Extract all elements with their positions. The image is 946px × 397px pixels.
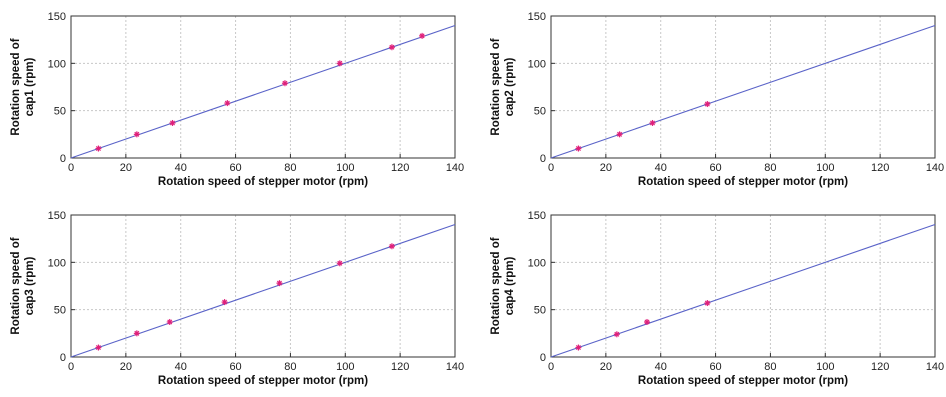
x-tick-label: 100 bbox=[816, 361, 834, 373]
fit-line bbox=[551, 25, 935, 158]
data-point bbox=[95, 146, 101, 152]
x-axis-label: Rotation speed of stepper motor (rpm) bbox=[158, 176, 368, 188]
x-tick-label: 100 bbox=[816, 162, 834, 174]
x-tick-label: 140 bbox=[446, 361, 464, 373]
x-axis-label: Rotation speed of stepper motor (rpm) bbox=[158, 375, 368, 387]
x-tick-label: 40 bbox=[655, 361, 667, 373]
data-point bbox=[167, 319, 173, 325]
data-point bbox=[222, 299, 228, 305]
y-axis-label-line: cap3 (rpm) bbox=[24, 256, 36, 315]
x-tick-label: 40 bbox=[655, 162, 667, 174]
x-tick-label: 20 bbox=[120, 361, 132, 373]
data-point bbox=[704, 101, 710, 107]
x-tick-label: 120 bbox=[871, 361, 889, 373]
plot-frame bbox=[551, 215, 935, 357]
y-tick-label: 100 bbox=[48, 257, 66, 269]
x-tick-label: 100 bbox=[336, 162, 354, 174]
x-tick-label: 120 bbox=[391, 361, 409, 373]
y-tick-label: 100 bbox=[48, 58, 66, 70]
y-axis-label-line: Rotation speed of bbox=[10, 38, 22, 135]
data-point bbox=[644, 319, 650, 325]
data-point bbox=[649, 120, 655, 126]
x-tick-label: 20 bbox=[120, 162, 132, 174]
x-tick-label: 60 bbox=[229, 361, 241, 373]
y-tick-label: 0 bbox=[60, 352, 66, 364]
y-tick-label: 150 bbox=[528, 210, 546, 222]
x-tick-label: 20 bbox=[600, 162, 612, 174]
y-axis-label-line: Rotation speed of bbox=[490, 38, 502, 135]
x-tick-label: 0 bbox=[68, 162, 74, 174]
x-tick-label: 60 bbox=[709, 162, 721, 174]
y-tick-label: 100 bbox=[528, 257, 546, 269]
data-point bbox=[575, 345, 581, 351]
data-point bbox=[95, 345, 101, 351]
data-point bbox=[575, 146, 581, 152]
fit-line bbox=[551, 224, 935, 357]
data-point bbox=[704, 300, 710, 306]
x-tick-label: 0 bbox=[68, 361, 74, 373]
y-axis-label-line: Rotation speed of bbox=[10, 237, 22, 334]
chart-panel-3: 0 20 40 60 80 100 120 140 0 50 100 150 Rotation spee… bbox=[10, 210, 464, 387]
x-tick-label: 80 bbox=[284, 361, 296, 373]
y-tick-label: 150 bbox=[528, 11, 546, 23]
data-point bbox=[614, 331, 620, 337]
x-axis-label: Rotation speed of stepper motor (rpm) bbox=[638, 375, 848, 387]
y-tick-label: 50 bbox=[534, 305, 546, 317]
x-tick-label: 80 bbox=[764, 162, 776, 174]
x-tick-label: 140 bbox=[926, 162, 944, 174]
y-axis-label-line: cap2 (rpm) bbox=[504, 57, 516, 116]
chart-panel-4: 0 20 40 60 80 100 120 140 0 50 100 150 Rotation spee… bbox=[490, 210, 944, 387]
x-tick-label: 80 bbox=[284, 162, 296, 174]
x-tick-label: 120 bbox=[391, 162, 409, 174]
y-tick-label: 150 bbox=[48, 210, 66, 222]
y-tick-label: 50 bbox=[54, 106, 66, 118]
x-tick-label: 40 bbox=[175, 162, 187, 174]
y-tick-label: 100 bbox=[528, 58, 546, 70]
y-axis-label-line: cap1 (rpm) bbox=[24, 57, 36, 116]
fit-line bbox=[71, 224, 455, 357]
x-tick-label: 20 bbox=[600, 361, 612, 373]
y-tick-label: 0 bbox=[60, 153, 66, 165]
x-tick-label: 0 bbox=[548, 361, 554, 373]
x-tick-label: 100 bbox=[336, 361, 354, 373]
x-tick-label: 60 bbox=[709, 361, 721, 373]
x-axis-label: Rotation speed of stepper motor (rpm) bbox=[638, 176, 848, 188]
y-tick-label: 50 bbox=[54, 305, 66, 317]
plot-frame bbox=[71, 16, 455, 158]
x-tick-label: 140 bbox=[446, 162, 464, 174]
data-point bbox=[617, 131, 623, 137]
y-tick-label: 150 bbox=[48, 11, 66, 23]
data-point bbox=[389, 44, 395, 50]
x-tick-label: 80 bbox=[764, 361, 776, 373]
x-tick-label: 0 bbox=[548, 162, 554, 174]
chart-panel-1: 0 20 40 60 80 100 120 140 0 50 100 150 Rotation spee… bbox=[10, 11, 464, 188]
y-axis-label-line: cap4 (rpm) bbox=[504, 256, 516, 315]
data-point bbox=[276, 280, 282, 286]
y-tick-label: 0 bbox=[540, 153, 546, 165]
x-tick-label: 120 bbox=[871, 162, 889, 174]
y-tick-label: 50 bbox=[534, 106, 546, 118]
data-point bbox=[282, 80, 288, 86]
y-tick-label: 0 bbox=[540, 352, 546, 364]
x-tick-label: 140 bbox=[926, 361, 944, 373]
data-point bbox=[419, 33, 425, 39]
y-axis-label-line: Rotation speed of bbox=[490, 237, 502, 334]
fit-line bbox=[71, 25, 455, 158]
data-point bbox=[169, 120, 175, 126]
plot-frame bbox=[71, 215, 455, 357]
plot-frame bbox=[551, 16, 935, 158]
data-point bbox=[389, 243, 395, 249]
x-tick-label: 40 bbox=[175, 361, 187, 373]
x-tick-label: 60 bbox=[229, 162, 241, 174]
chart-panel-2: 0 20 40 60 80 100 120 140 0 50 100 150 Rotation spee… bbox=[490, 11, 944, 188]
